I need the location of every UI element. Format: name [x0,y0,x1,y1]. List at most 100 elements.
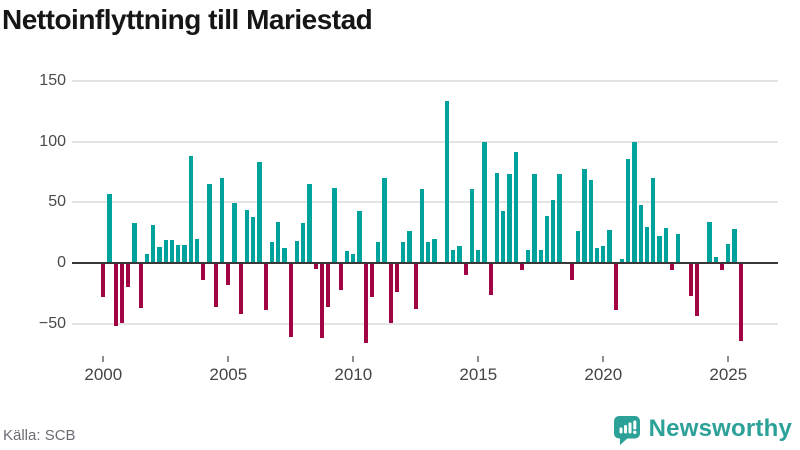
bar-2013q2 [432,238,437,263]
x-axis-tick-mark [602,356,605,362]
bar-2014q4 [469,188,475,263]
newsworthy-chart-bubble-icon [611,413,642,446]
bar-2008q4 [319,263,325,339]
bar-2010q1 [351,254,356,263]
x-axis-tick-label: 2025 [709,365,748,384]
bar-2015q3 [488,263,493,295]
bar-2015q4 [494,173,500,263]
x-axis-tick-mark [727,356,730,362]
y-axis-tick-label: 100 [39,132,66,150]
gridline [72,201,778,204]
bar-2022q3 [663,227,668,263]
bar-2003q2 [182,244,187,263]
bar-2017q1 [526,249,531,263]
bar-2009q2 [332,187,337,263]
bar-2016q1 [501,210,506,263]
bar-2019q4 [594,248,600,263]
bar-2021q4 [644,226,650,263]
bar-2011q4 [394,263,400,293]
bar-2012q3 [413,263,418,310]
bar-2025q1 [726,243,731,263]
bar-2001q1 [126,263,131,288]
newsworthy-logo: Newsworthy [611,412,792,446]
bar-2012q2 [407,231,412,263]
zero-line [72,261,778,265]
bar-2019q2 [582,169,587,263]
x-axis-tick-mark [102,356,105,362]
bar-2004q2 [207,184,212,263]
bar-2018q4 [569,263,575,280]
newsworthy-wordmark: Newsworthy [648,415,792,442]
bar-2011q2 [382,177,387,263]
bar-2009q1 [326,263,331,307]
bar-2006q3 [263,263,268,311]
bar-2005q1 [226,263,231,285]
bar-2025q2 [732,228,737,263]
bar-2003q4 [194,238,200,263]
bar-2014q1 [451,249,456,263]
bar-2004q3 [213,263,218,307]
chart-title: Nettoinflyttning till Mariestad [2,4,373,35]
bar-2005q3 [238,263,243,315]
source-label: Källa: SCB [3,427,76,444]
bar-2006q4 [269,242,275,263]
bar-2012q4 [419,188,425,263]
bar-2018q2 [557,174,562,263]
bar-2015q1 [476,249,481,263]
bar-2003q1 [176,244,181,263]
bar-2002q3 [163,239,168,263]
bar-2017q4 [544,215,550,263]
bar-2010q2 [357,210,362,263]
bar-2000q2 [107,193,112,263]
bar-2018q1 [551,199,556,263]
x-axis-tick-mark [352,356,355,362]
bar-2006q1 [251,216,256,263]
x-axis-tick-label: 2000 [84,365,123,384]
bar-2013q1 [426,242,431,263]
bar-2020q1 [601,245,606,263]
bar-2024q3 [713,256,718,263]
bar-2001q3 [138,263,143,308]
bar-2020q2 [607,230,612,263]
bar-2019q1 [576,231,581,263]
bar-2017q3 [538,249,543,263]
y-axis-tick-label: −50 [38,314,66,332]
bar-2020q3 [613,263,618,311]
bar-2021q3 [638,204,643,263]
bar-2001q2 [132,222,137,263]
y-axis-tick-label: 50 [48,193,66,211]
bar-2000q3 [113,263,118,327]
bar-2010q3 [363,263,368,344]
x-axis-tick-label: 2005 [209,365,248,384]
bar-2011q3 [388,263,393,323]
bar-2005q2 [232,203,237,263]
bar-2011q1 [376,242,381,263]
bar-2024q4 [719,263,725,271]
gridline [72,140,778,143]
bar-2017q2 [532,174,537,263]
bar-2023q4 [694,263,700,317]
bar-2004q4 [219,177,225,263]
bar-2023q1 [676,233,681,263]
bar-2002q4 [169,239,175,263]
bar-2022q4 [669,263,675,271]
bar-2014q2 [457,245,462,263]
bar-2022q1 [651,177,656,263]
bar-2000q1 [101,263,106,298]
bar-2009q4 [344,250,350,263]
bar-2006q2 [257,162,262,263]
bar-2012q1 [401,242,406,263]
bar-2005q4 [244,209,250,263]
bar-2009q3 [338,263,343,290]
bar-2013q4 [444,101,450,263]
bar-2003q3 [188,156,193,263]
bar-2023q3 [688,263,693,296]
bar-2001q4 [144,254,150,263]
bar-2021q1 [626,158,631,263]
x-axis-tick-label: 2015 [459,365,498,384]
bar-2002q1 [151,225,156,263]
gridline [72,322,778,325]
bar-2016q2 [507,174,512,263]
